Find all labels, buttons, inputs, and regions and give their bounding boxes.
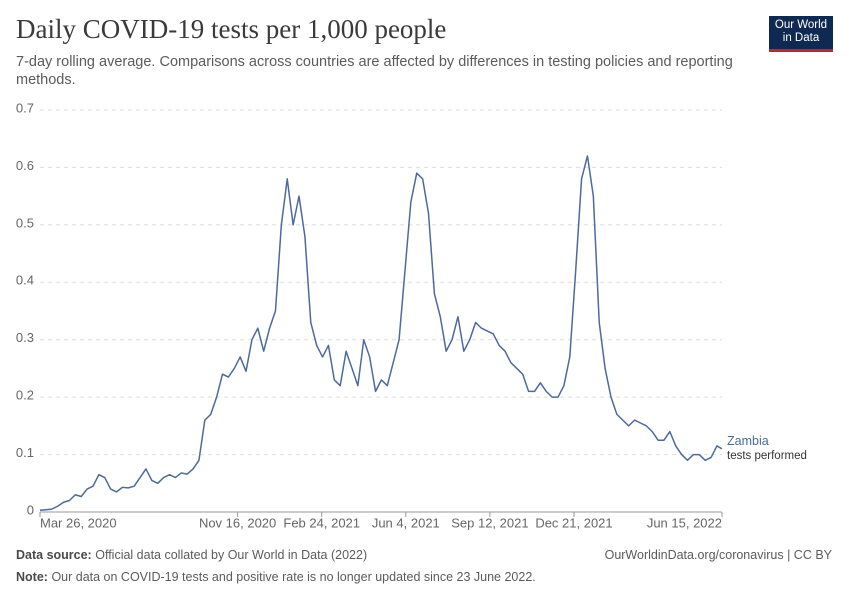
x-tick-label: Dec 21, 2021 <box>535 515 612 530</box>
source: Data source: Official data collated by O… <box>16 548 367 562</box>
x-tick-label: Mar 26, 2020 <box>40 515 117 530</box>
y-tick-label: 0.1 <box>16 445 34 460</box>
y-tick-label: 0 <box>27 502 34 517</box>
note-text: Our data on COVID-19 tests and positive … <box>51 570 536 584</box>
source-text: Official data collated by Our World in D… <box>95 548 368 562</box>
note: Note: Our data on COVID-19 tests and pos… <box>16 570 536 584</box>
legend-annotation: tests performed <box>727 450 807 462</box>
chart-title: Daily COVID-19 tests per 1,000 people <box>16 14 447 44</box>
series-line <box>39 155 723 512</box>
x-tick-label: Sep 12, 2021 <box>451 515 528 530</box>
credit[interactable]: OurWorldinData.org/coronavirus | CC BY <box>604 548 832 562</box>
y-tick-label: 0.3 <box>16 330 34 345</box>
legend-label: Zambia <box>727 434 769 448</box>
x-tick-label: Feb 24, 2021 <box>283 515 360 530</box>
y-tick-label: 0.2 <box>16 388 34 403</box>
x-tick-label: Jun 15, 2022 <box>647 515 722 530</box>
chart-subtitle: 7-day rolling average. Comparisons acros… <box>16 54 733 88</box>
x-tick-label: Nov 16, 2020 <box>199 515 276 530</box>
logo-text: Our World in Data <box>774 19 828 44</box>
y-tick-label: 0.7 <box>16 100 34 115</box>
note-label: Note: <box>16 570 48 584</box>
logo[interactable]: Our World in Data <box>769 16 833 52</box>
x-tick-label: Jun 4, 2021 <box>372 515 440 530</box>
source-label: Data source: <box>16 548 92 562</box>
y-tick-label: 0.5 <box>16 215 34 230</box>
y-tick-label: 0.6 <box>16 158 34 173</box>
y-tick-label: 0.4 <box>16 273 34 288</box>
